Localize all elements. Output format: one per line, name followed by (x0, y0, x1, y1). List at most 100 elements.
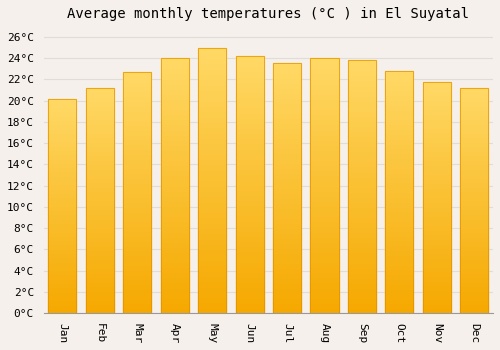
Bar (460, 151, 488, 155)
Bar (236, 308, 264, 313)
Bar (236, 97, 264, 102)
Bar (460, 128, 488, 133)
Bar (160, 267, 189, 272)
Bar (236, 56, 264, 61)
Bar (460, 250, 488, 254)
Bar (460, 124, 488, 128)
Bar (386, 144, 413, 148)
Bar (123, 222, 152, 226)
Bar (123, 120, 152, 125)
Bar (310, 175, 338, 181)
Bar (198, 53, 226, 58)
Bar (386, 85, 413, 90)
Bar (386, 240, 413, 245)
Bar (198, 212, 226, 217)
Bar (48, 206, 76, 210)
Bar (160, 140, 189, 145)
Bar (160, 257, 189, 262)
Bar (123, 96, 152, 101)
Bar (123, 91, 152, 96)
Bar (48, 107, 76, 111)
Bar (48, 124, 76, 128)
Bar (423, 123, 451, 128)
Bar (86, 160, 114, 164)
Bar (86, 245, 114, 250)
Bar (160, 89, 189, 94)
Bar (273, 273, 301, 278)
Bar (236, 303, 264, 308)
Bar (160, 99, 189, 104)
Bar (348, 283, 376, 288)
Bar (348, 111, 376, 116)
Bar (386, 236, 413, 240)
Bar (236, 118, 264, 123)
Bar (423, 202, 451, 206)
Bar (123, 178, 152, 183)
Bar (48, 193, 76, 197)
Bar (386, 95, 413, 100)
Bar (348, 161, 376, 167)
Bar (310, 267, 338, 272)
Bar (198, 260, 226, 265)
Bar (386, 216, 413, 221)
Bar (273, 258, 301, 263)
Bar (236, 267, 264, 272)
Bar (86, 264, 114, 268)
Bar (236, 287, 264, 293)
Bar (236, 174, 264, 180)
Bar (236, 82, 264, 87)
Bar (123, 255, 152, 260)
Bar (348, 80, 376, 85)
Bar (273, 223, 301, 228)
Bar (198, 69, 226, 74)
Title: Average monthly temperatures (°C ) in El Suyatal: Average monthly temperatures (°C ) in El… (68, 7, 469, 21)
Bar (423, 82, 451, 313)
Bar (386, 303, 413, 308)
Bar (310, 119, 338, 125)
Bar (310, 94, 338, 99)
Bar (386, 119, 413, 124)
Bar (348, 60, 376, 313)
Bar (86, 164, 114, 169)
Bar (273, 233, 301, 238)
Bar (348, 268, 376, 273)
Bar (236, 210, 264, 215)
Bar (348, 172, 376, 176)
Bar (423, 151, 451, 156)
Bar (423, 119, 451, 123)
Bar (348, 293, 376, 298)
Bar (460, 228, 488, 232)
Bar (310, 231, 338, 237)
Bar (198, 186, 226, 191)
Bar (198, 271, 226, 276)
Bar (423, 165, 451, 169)
Bar (86, 88, 114, 92)
Bar (273, 118, 301, 123)
Bar (460, 259, 488, 264)
Bar (160, 155, 189, 160)
Bar (123, 294, 152, 299)
Bar (423, 105, 451, 109)
Bar (310, 140, 338, 145)
Bar (310, 74, 338, 78)
Bar (123, 173, 152, 178)
Bar (160, 191, 189, 196)
Bar (310, 104, 338, 109)
Bar (310, 191, 338, 196)
Bar (423, 197, 451, 202)
Bar (348, 141, 376, 146)
Bar (48, 227, 76, 232)
Bar (423, 258, 451, 262)
Bar (160, 242, 189, 247)
Bar (160, 119, 189, 125)
Bar (423, 220, 451, 225)
Bar (198, 202, 226, 207)
Bar (273, 173, 301, 178)
Bar (348, 101, 376, 106)
Bar (160, 78, 189, 84)
Bar (310, 130, 338, 135)
Bar (386, 308, 413, 313)
Bar (423, 82, 451, 86)
Bar (48, 111, 76, 116)
Bar (273, 158, 301, 163)
